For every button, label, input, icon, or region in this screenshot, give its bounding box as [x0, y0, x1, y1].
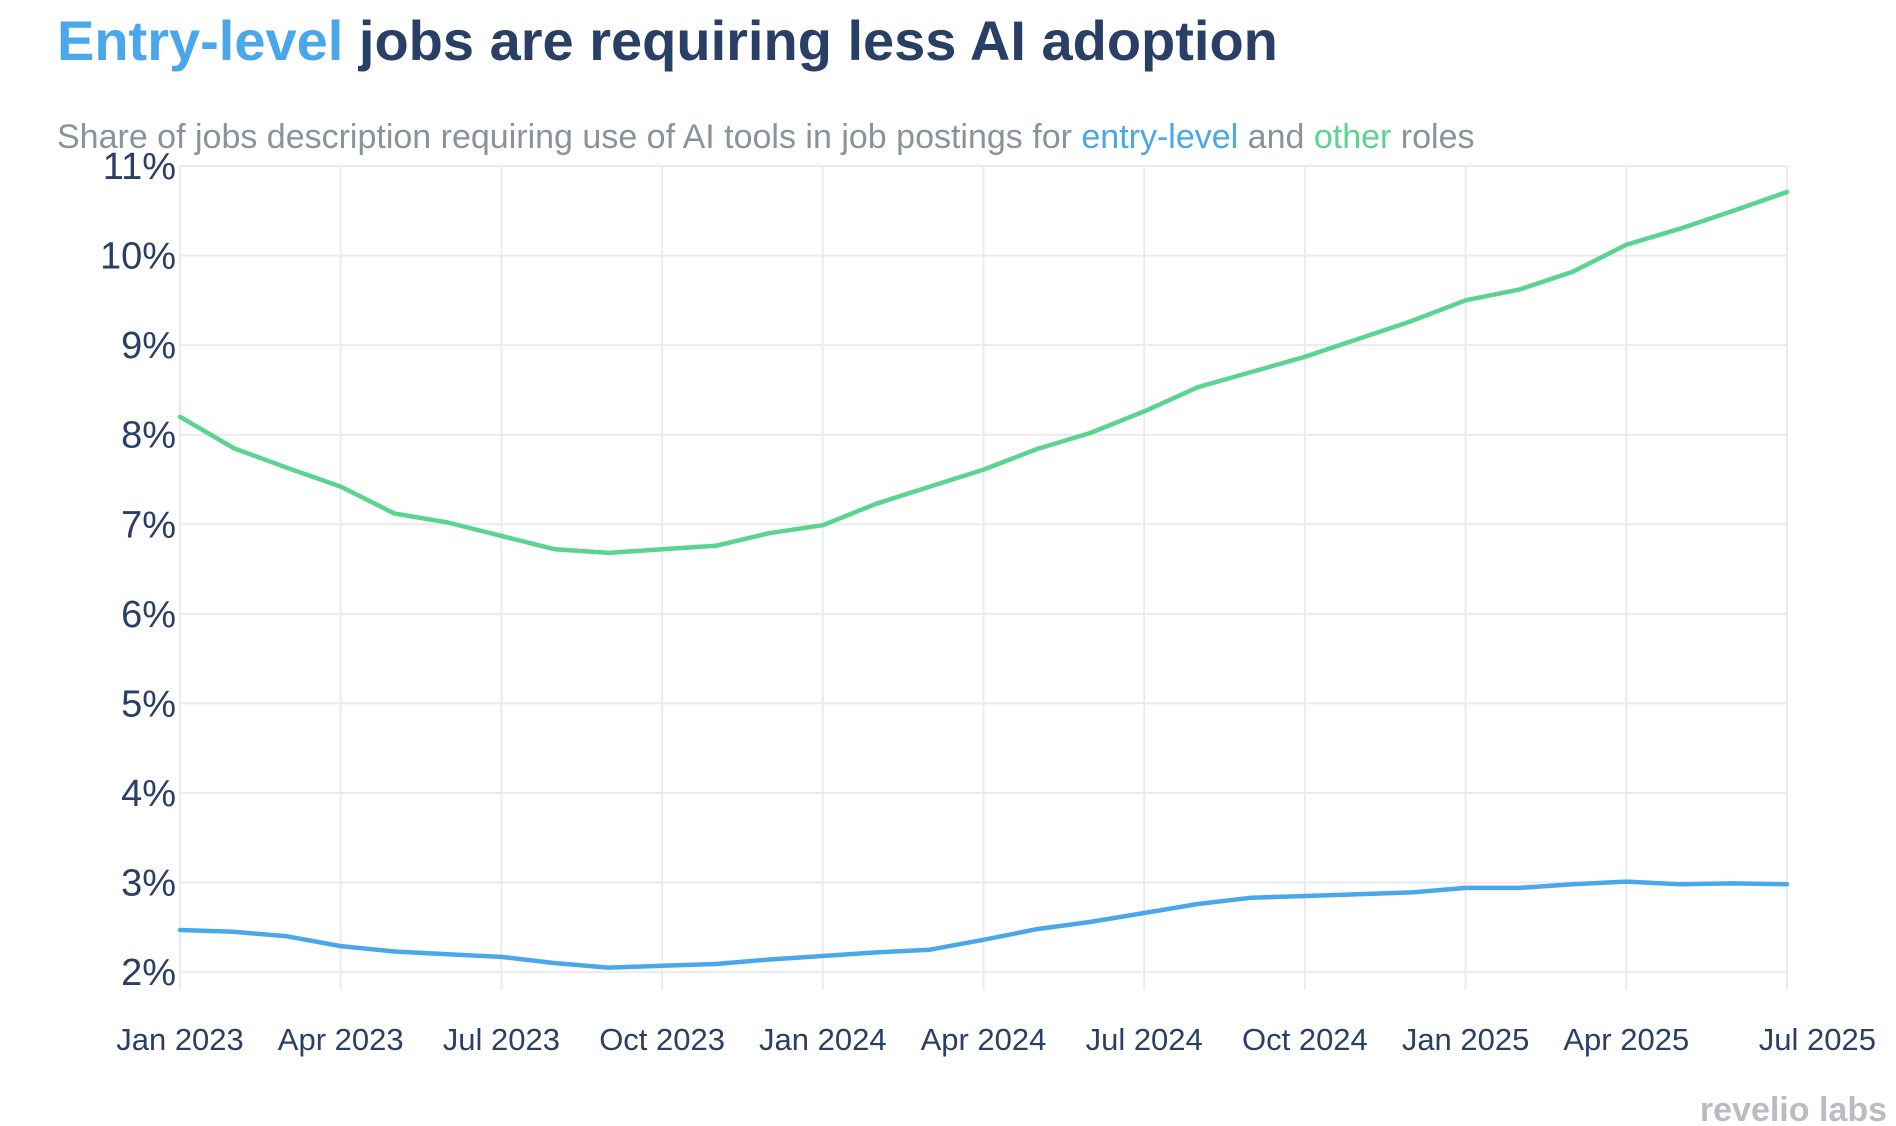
series-lines	[177, 189, 1790, 970]
grid	[179, 165, 1788, 990]
subtitle-other-word: other	[1314, 118, 1392, 156]
chart-subtitle: Share of jobs description requiring use …	[57, 118, 1474, 156]
x-tick-label: Jan 2023	[116, 1022, 244, 1057]
chart-title-highlight: Entry-level	[57, 9, 343, 72]
revelio-labs-logo: revelio labs	[1700, 1091, 1887, 1126]
x-tick-label: Jul 2024	[1086, 1022, 1203, 1057]
x-axis-ticks: Jan 2023 Apr 2023 Jul 2023 Oct 2023 Jan 2024…	[116, 1022, 1876, 1057]
subtitle-part3: roles	[1391, 118, 1474, 156]
y-tick-label: 6%	[121, 594, 176, 636]
subtitle-entry-level-word: entry-level	[1081, 118, 1238, 156]
y-tick-label: 4%	[121, 773, 176, 815]
y-tick-label: 11%	[103, 146, 176, 188]
x-tick-label: Jul 2023	[443, 1022, 560, 1057]
subtitle-part2: and	[1238, 118, 1314, 156]
x-tick-label: Oct 2024	[1242, 1022, 1368, 1057]
x-tick-label: Oct 2023	[599, 1022, 725, 1057]
y-tick-label: 8%	[121, 415, 176, 457]
x-tick-label: Apr 2025	[1563, 1022, 1689, 1057]
y-tick-label: 2%	[121, 952, 176, 994]
chart-title: Entry-level jobs are requiring less AI a…	[57, 9, 1278, 72]
y-tick-label: 5%	[121, 683, 176, 725]
x-tick-label: Jan 2025	[1402, 1022, 1530, 1057]
series-line-entry-level	[177, 879, 1790, 970]
series-line-other	[177, 189, 1790, 556]
y-tick-label: 3%	[121, 863, 176, 905]
y-axis-ticks: 2% 3% 4% 5% 6% 7% 8% 9% 10% 11%	[100, 146, 176, 994]
x-tick-label: Apr 2023	[278, 1022, 404, 1057]
x-tick-label: Apr 2024	[921, 1022, 1047, 1057]
logo-text: revelio labs	[1700, 1091, 1887, 1126]
chart-title-rest: jobs are requiring less AI adoption	[343, 9, 1278, 72]
x-tick-label: Jan 2024	[759, 1022, 887, 1057]
y-tick-label: 9%	[121, 325, 176, 367]
subtitle-part1: Share of jobs description requiring use …	[57, 118, 1081, 156]
y-tick-label: 7%	[121, 504, 176, 546]
y-tick-label: 10%	[100, 236, 176, 278]
x-tick-label: Jul 2025	[1759, 1022, 1876, 1057]
